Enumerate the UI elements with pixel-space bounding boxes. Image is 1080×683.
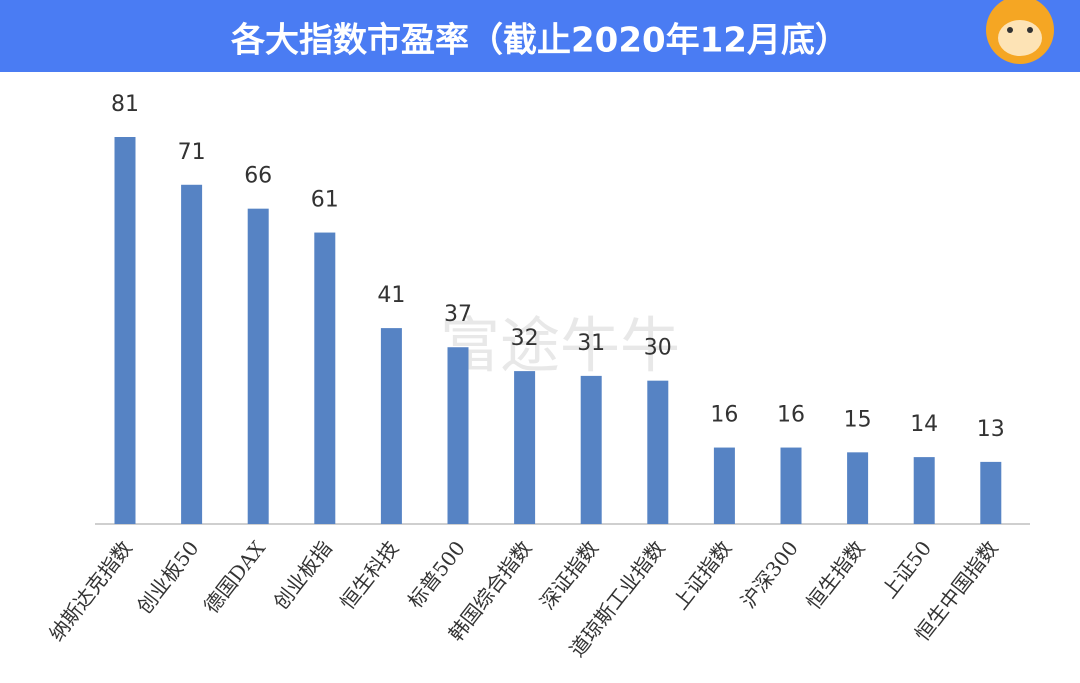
- value-label: 14: [910, 412, 938, 437]
- x-tick-label: 纳斯达克指数: [44, 536, 137, 645]
- chart-title: 各大指数市盈率（截止2020年12月底）: [231, 21, 849, 61]
- bar: [247, 208, 269, 524]
- value-label: 32: [511, 326, 539, 351]
- bar: [913, 457, 935, 524]
- title-banner: [0, 0, 1080, 72]
- bar: [780, 447, 802, 524]
- x-tick-label: 上证50: [877, 536, 936, 602]
- x-tick-label: 上证指数: [668, 536, 736, 614]
- bar: [447, 347, 469, 524]
- bar: [647, 380, 669, 524]
- x-tick-label: 恒生指数: [801, 536, 869, 614]
- bar: [314, 232, 336, 525]
- value-label: 71: [178, 140, 206, 165]
- value-label: 13: [977, 417, 1005, 442]
- value-label: 66: [244, 164, 272, 189]
- bar: [181, 184, 203, 524]
- value-label: 31: [577, 331, 605, 356]
- value-label: 16: [777, 403, 805, 428]
- x-tick-label: 深证指数: [535, 536, 603, 614]
- value-label: 30: [644, 336, 672, 361]
- x-tick-label: 恒生科技: [335, 536, 403, 614]
- value-label: 37: [444, 302, 472, 327]
- x-tick-label: 沪深300: [736, 536, 803, 612]
- value-label: 61: [311, 188, 339, 213]
- value-label: 81: [111, 92, 139, 117]
- x-tick-label: 创业板指: [269, 536, 337, 614]
- value-label: 41: [377, 283, 405, 308]
- value-label: 16: [710, 403, 738, 428]
- bar: [580, 375, 602, 524]
- bar: [713, 447, 735, 524]
- value-label: 15: [844, 407, 872, 432]
- x-tick-label: 创业板50: [132, 536, 204, 618]
- x-tick-label: 德国DAX: [199, 536, 271, 618]
- bar: [980, 461, 1002, 524]
- mascot: [986, 0, 1054, 64]
- bar: [114, 137, 136, 524]
- bar: [380, 328, 402, 524]
- bar: [514, 371, 536, 524]
- bar: [847, 452, 869, 524]
- x-tick-label: 标普500: [403, 536, 470, 612]
- watermark: 富途牛牛: [440, 312, 680, 382]
